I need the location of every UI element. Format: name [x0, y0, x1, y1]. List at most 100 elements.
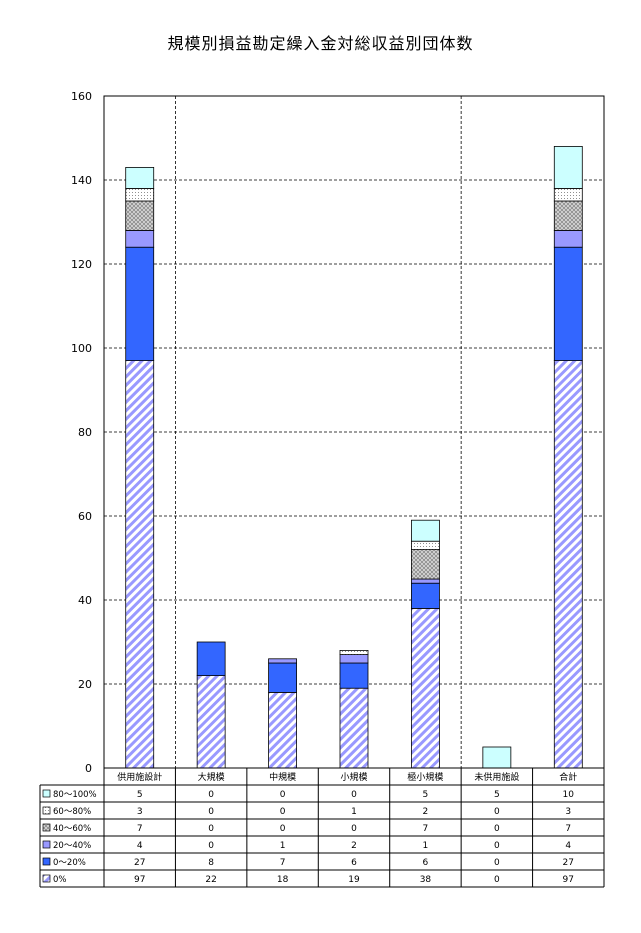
legend-label: 0% [53, 875, 67, 885]
bar-segment [268, 658, 297, 664]
data-label: 0 [494, 858, 500, 868]
data-label: 27 [563, 858, 574, 868]
bar-segment [411, 540, 440, 551]
data-label: 7 [280, 858, 286, 868]
bar-segment [339, 654, 369, 664]
bar-segment [125, 166, 155, 189]
bar-segment [553, 229, 583, 248]
legend-swatch [42, 789, 51, 798]
bar-segment [339, 662, 369, 689]
legend-label: 20～40% [53, 841, 91, 851]
bar-layer [125, 145, 583, 769]
y-tick-label: 140 [71, 174, 92, 187]
data-label: 0 [494, 824, 500, 834]
x-tick-label: 中規模 [269, 771, 296, 783]
bar-segment [125, 229, 155, 248]
data-label: 8 [208, 858, 214, 868]
y-tick-label: 80 [78, 426, 92, 439]
bar-segment [196, 675, 226, 769]
legend-label: 60～80% [53, 807, 91, 817]
legend-swatch [42, 840, 51, 849]
bar-segment [482, 746, 512, 769]
data-label: 0 [351, 824, 357, 834]
grid-layer [104, 96, 604, 768]
data-label: 2 [423, 807, 429, 817]
data-label: 7 [423, 824, 429, 834]
data-label: 22 [205, 875, 216, 885]
bar-segment [268, 662, 297, 693]
bar-segment [125, 200, 155, 231]
y-tick-label: 20 [78, 678, 92, 691]
legend-swatch [42, 874, 51, 883]
bar-segment [411, 608, 440, 769]
data-label: 6 [351, 858, 357, 868]
y-tick-label: 160 [71, 90, 92, 103]
data-label: 38 [420, 875, 432, 885]
bar-segment [553, 246, 583, 361]
data-label: 7 [137, 824, 143, 834]
bar-segment [339, 650, 369, 656]
data-label: 0 [494, 841, 500, 851]
data-label: 1 [423, 841, 429, 851]
x-tick-label: 未供用施設 [474, 771, 519, 783]
bar-segment [268, 692, 297, 769]
bar-segment [553, 145, 583, 189]
data-label: 0 [208, 807, 214, 817]
data-label: 5 [494, 790, 500, 800]
bar-segment [125, 246, 155, 361]
y-tick-label: 40 [78, 594, 92, 607]
legend-label: 0～20% [53, 858, 86, 868]
data-label: 19 [348, 875, 360, 885]
axis-layer: 0 20 40 60 80 100 120 140 160 [71, 90, 605, 775]
data-label: 3 [137, 807, 143, 817]
data-label: 4 [137, 841, 143, 851]
legend-swatch [42, 857, 51, 866]
data-label: 18 [277, 875, 289, 885]
bar-segment [125, 360, 155, 769]
bar-segment [125, 187, 155, 202]
x-tick-label: 大規模 [198, 771, 225, 783]
bar-segment [339, 687, 369, 769]
chart-title: 規模別損益勘定繰入金対総収益別団体数 [167, 34, 474, 53]
data-label: 0 [208, 841, 214, 851]
data-label: 7 [565, 824, 571, 834]
legend-swatch [42, 806, 51, 815]
y-tick-label: 0 [85, 762, 92, 775]
bar-segment [411, 582, 440, 609]
legend-swatch [42, 823, 51, 832]
data-label: 97 [134, 875, 145, 885]
y-tick-label: 60 [78, 510, 92, 523]
data-label: 4 [565, 841, 571, 851]
y-tick-label: 100 [71, 342, 92, 355]
data-label: 97 [563, 875, 574, 885]
data-label: 2 [351, 841, 357, 851]
data-label: 0 [351, 790, 357, 800]
data-label: 5 [137, 790, 143, 800]
data-label: 0 [208, 824, 214, 834]
bar-segment [553, 187, 583, 202]
bar-segment [196, 641, 226, 676]
bar-segment [411, 549, 440, 580]
legend-label: 40～60% [53, 824, 91, 834]
x-tick-label: 供用施設計 [117, 771, 162, 783]
x-tick-label: 小規模 [340, 772, 367, 783]
data-label: 0 [280, 790, 286, 800]
bar-segment [411, 519, 440, 542]
legend-label: 80～100% [53, 790, 97, 800]
data-label: 0 [280, 807, 286, 817]
y-tick-label: 120 [71, 258, 92, 271]
data-label: 0 [208, 790, 214, 800]
bar-segment [553, 200, 583, 231]
data-label: 10 [563, 790, 575, 800]
x-tick-label: 合計 [559, 771, 577, 783]
data-label: 0 [494, 807, 500, 817]
data-label: 1 [280, 841, 286, 851]
bar-segment [411, 578, 440, 584]
x-tick-label: 極小規模 [407, 771, 443, 783]
data-label: 6 [423, 858, 429, 868]
data-label: 1 [351, 807, 357, 817]
data-label: 0 [280, 824, 286, 834]
data-label: 5 [423, 790, 429, 800]
